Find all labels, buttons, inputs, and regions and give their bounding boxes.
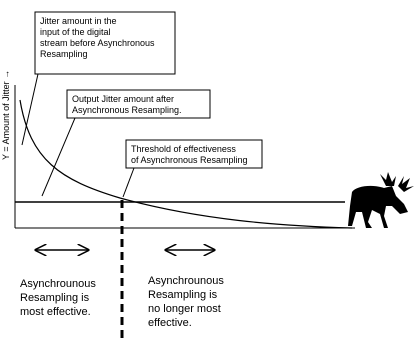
callout-box xyxy=(66,89,211,119)
callout-text: Threshold of effectiveness xyxy=(131,144,236,154)
callout-text: Output Jitter amount after xyxy=(72,94,174,104)
callout-box xyxy=(34,11,176,75)
region-text: Asynchrounous xyxy=(20,278,96,290)
callout-text: of Asynchronous Resampling xyxy=(131,155,248,165)
y-axis-label: Y = Amount of Jitter → xyxy=(1,70,11,160)
jitter-curve xyxy=(19,99,353,229)
region-text: effective. xyxy=(148,317,192,329)
callout-box xyxy=(125,139,263,169)
callout-text: input of the digital xyxy=(40,27,111,37)
callout-text: Asynchronous Resampling. xyxy=(72,105,182,115)
callout-text: stream before Asynchronous xyxy=(40,38,155,48)
region-text: no longer most xyxy=(148,303,221,315)
region-text: Resampling is xyxy=(20,292,90,304)
moose-icon xyxy=(348,172,414,228)
region-text: Asynchrounous xyxy=(148,275,224,287)
callout-pointer xyxy=(122,167,135,198)
callout-pointer xyxy=(21,73,39,146)
region-text: Resampling is xyxy=(148,289,218,301)
callout-pointer xyxy=(41,117,76,197)
callout-text: Jitter amount in the xyxy=(40,16,117,26)
region-text: most effective. xyxy=(20,306,91,318)
callout-text: Resampling xyxy=(40,49,88,59)
